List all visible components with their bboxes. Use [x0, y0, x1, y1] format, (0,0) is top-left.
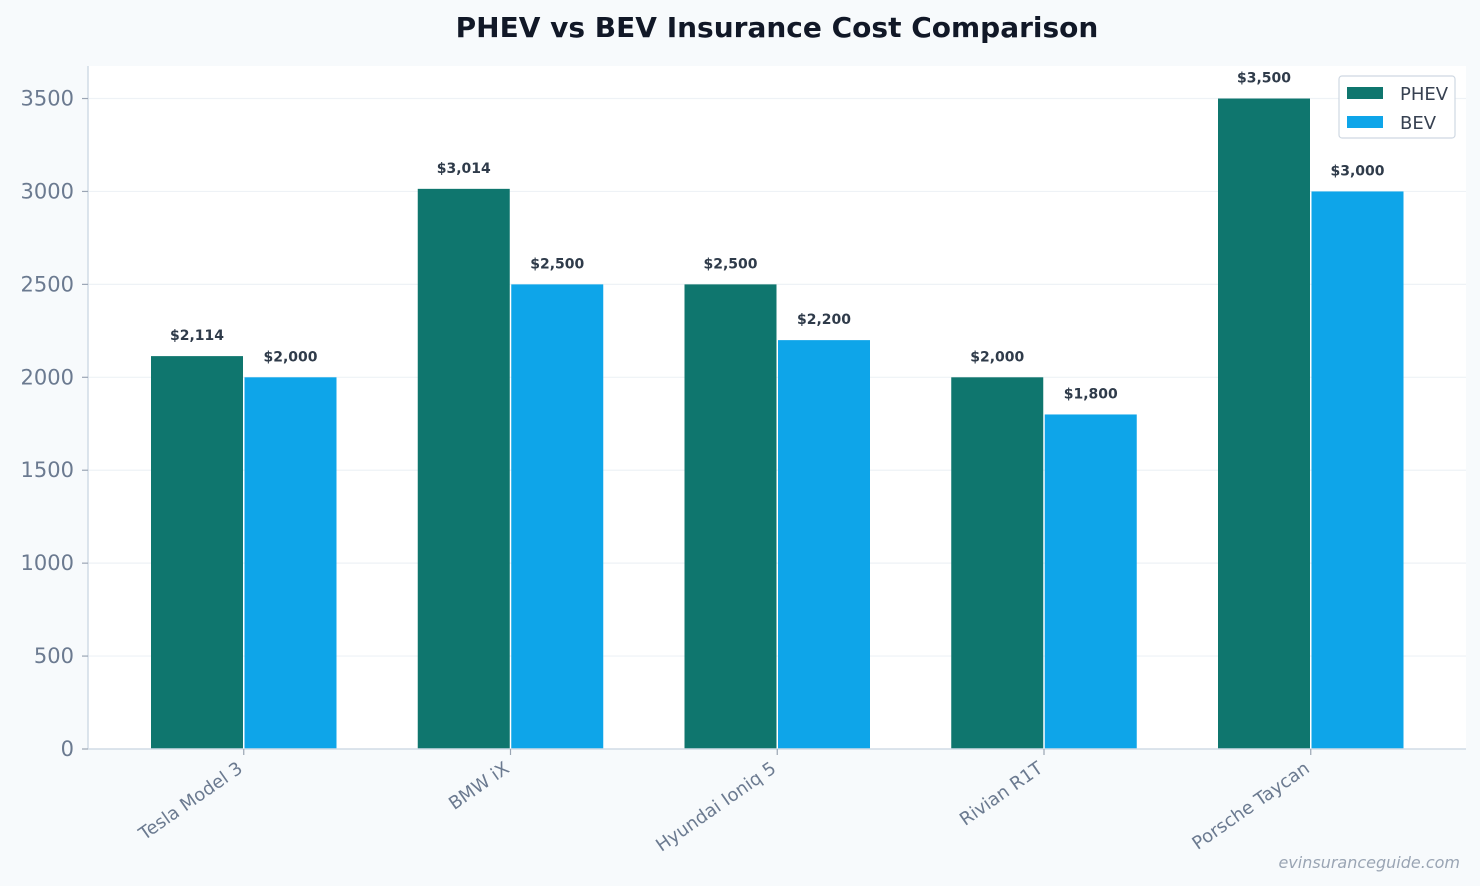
y-tick-label-2000: 2000: [21, 365, 74, 389]
y-tick-label-3000: 3000: [21, 179, 74, 203]
y-tick-label-2500: 2500: [21, 272, 74, 296]
bar-phev-rivian-r1t: [951, 377, 1044, 749]
bar-phev-tesla-model-3: [151, 356, 243, 749]
bar-bev-rivian-r1t: [1044, 414, 1137, 749]
value-label-bev-rivian-r1t: $1,800: [1064, 386, 1118, 402]
y-tick-label-3500: 3500: [21, 87, 74, 111]
x-tick-label-bmw-ix: BMW iX: [445, 758, 513, 815]
bar-bev-tesla-model-3: [244, 377, 337, 749]
bar-bev-porsche-taycan: [1311, 191, 1404, 749]
value-label-phev-rivian-r1t: $2,000: [970, 349, 1024, 365]
y-tick-label-0: 0: [61, 737, 74, 761]
y-tick-label-1000: 1000: [21, 551, 74, 575]
legend-label-bev: BEV: [1400, 113, 1437, 134]
value-label-bev-bmw-ix: $2,500: [530, 256, 584, 272]
y-tick-label-1500: 1500: [21, 458, 74, 482]
bar-bev-bmw-ix: [511, 284, 604, 749]
bar-phev-hyundai-ioniq-5: [684, 284, 777, 749]
chart-title: PHEV vs BEV Insurance Cost Comparison: [456, 11, 1099, 44]
y-ticks: 0 500 1000 1500 2000 2500 3000 3500: [21, 87, 88, 761]
bars: [151, 98, 1404, 750]
x-tick-label-rivian-r1t: Rivian R1T: [956, 757, 1048, 830]
watermark: evinsuranceguide.com: [1278, 853, 1460, 872]
legend-swatch-bev: [1347, 116, 1383, 128]
x-tick-label-tesla-model-3: Tesla Model 3: [134, 758, 246, 845]
value-label-bev-hyundai-ioniq-5: $2,200: [797, 312, 851, 328]
legend-swatch-phev: [1347, 87, 1383, 99]
value-label-bev-porsche-taycan: $3,000: [1330, 163, 1384, 179]
legend-label-phev: PHEV: [1400, 84, 1449, 105]
value-label-phev-hyundai-ioniq-5: $2,500: [703, 256, 757, 272]
value-labels: $2,114 $2,000 $3,014 $2,500 $2,500 $2,200 $2,0…: [170, 71, 1385, 403]
value-label-phev-bmw-ix: $3,014: [437, 161, 491, 177]
value-label-phev-porsche-taycan: $3,500: [1237, 71, 1291, 87]
bar-bev-hyundai-ioniq-5: [778, 340, 870, 749]
bar-phev-porsche-taycan: [1218, 98, 1310, 750]
x-tick-label-porsche-taycan: Porsche Taycan: [1188, 758, 1313, 854]
bar-phev-bmw-ix: [417, 188, 510, 750]
legend: PHEV BEV: [1338, 75, 1456, 139]
y-tick-label-500: 500: [34, 644, 74, 668]
x-ticks: Tesla Model 3 BMW iX Hyundai Ioniq 5 Rivian…: [134, 749, 1314, 856]
x-tick-label-hyundai-ioniq-5: Hyundai Ioniq 5: [652, 758, 780, 856]
value-label-phev-tesla-model-3: $2,114: [170, 328, 224, 344]
value-label-bev-tesla-model-3: $2,000: [263, 349, 317, 365]
